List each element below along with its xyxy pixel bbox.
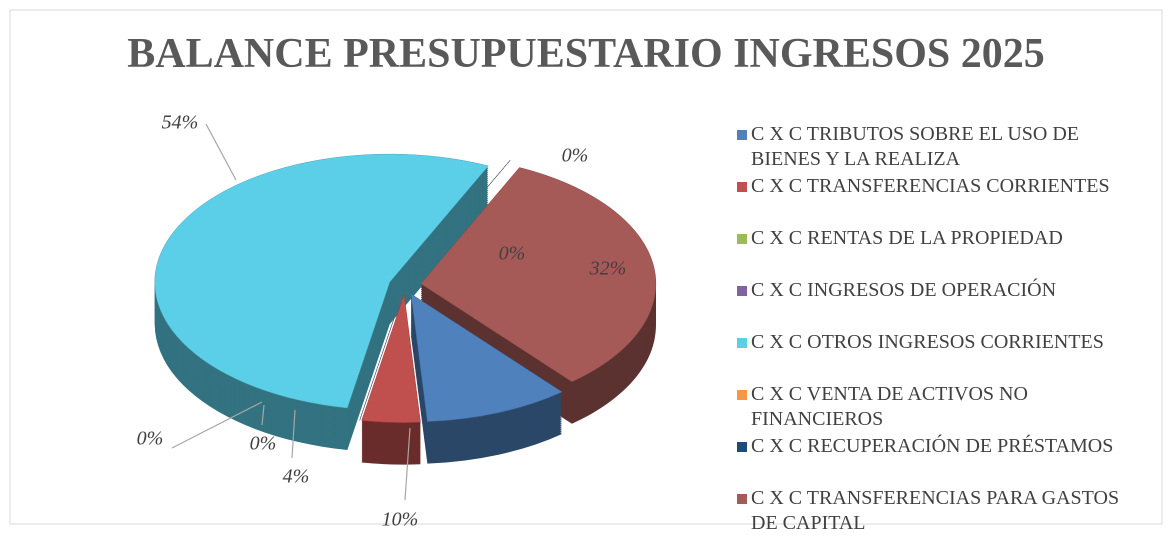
- legend: C X C TRIBUTOS SOBRE EL USO DE BIENES Y …: [737, 122, 1147, 538]
- legend-swatch: [737, 390, 747, 400]
- legend-item: C X C INGRESOS DE OPERACIÓN: [737, 278, 1147, 330]
- legend-item: C X C VENTA DE ACTIVOS NO FINANCIEROS: [737, 382, 1147, 434]
- legend-label: C X C TRIBUTOS SOBRE EL USO DE BIENES Y …: [751, 123, 1080, 170]
- legend-swatch: [737, 234, 747, 244]
- leader-line: [261, 404, 265, 426]
- legend-item: C X C RECUPERACIÓN DE PRÉSTAMOS: [737, 434, 1147, 486]
- leader-line: [404, 427, 411, 501]
- leader-line: [291, 409, 296, 459]
- chart-title: BALANCE PRESUPUESTARIO INGRESOS 2025: [127, 31, 1045, 77]
- slice: [154, 153, 489, 409]
- legend-label: C X C TRANSFERENCIAS CORRIENTES: [751, 175, 1110, 197]
- value-label: 54%: [162, 112, 199, 134]
- legend-swatch: [737, 182, 747, 192]
- legend-item: C X C TRIBUTOS SOBRE EL USO DE BIENES Y …: [737, 122, 1147, 174]
- value-label: 0%: [250, 433, 277, 455]
- legend-item: C X C TRANSFERENCIAS CORRIENTES: [737, 174, 1147, 226]
- legend-label: C X C RENTAS DE LA PROPIEDAD: [751, 227, 1063, 249]
- slice-side: [411, 170, 511, 287]
- legend-item: C X C RENTAS DE LA PROPIEDAD: [737, 226, 1147, 278]
- value-label: 0%: [499, 243, 526, 265]
- frame: [9, 9, 1163, 525]
- value-label: 0%: [137, 428, 164, 450]
- value-label: 0%: [562, 145, 589, 167]
- slice-side: [411, 172, 511, 289]
- legend-swatch: [737, 130, 747, 140]
- value-label: 10%: [382, 509, 419, 531]
- slice-side: [411, 162, 511, 279]
- legend-label: C X C VENTA DE ACTIVOS NO FINANCIEROS: [751, 383, 1028, 430]
- legend-item: C X C OTROS INGRESOS CORRIENTES: [737, 330, 1147, 382]
- legend-swatch: [737, 286, 747, 296]
- slice: [420, 167, 657, 383]
- legend-label: C X C OTROS INGRESOS CORRIENTES: [751, 331, 1104, 353]
- slice-side: [411, 176, 511, 293]
- slice-side: [411, 168, 511, 285]
- leader-line: [205, 123, 237, 181]
- legend-swatch: [737, 338, 747, 348]
- legend-swatch: [737, 442, 747, 452]
- legend-swatch: [737, 494, 747, 504]
- legend-label: C X C INGRESOS DE OPERACIÓN: [751, 279, 1057, 301]
- legend-item: C X C TRANSFERENCIAS PARA GASTOS DE CAPI…: [737, 486, 1147, 538]
- slice-side: [411, 166, 511, 283]
- slice-side: [411, 164, 511, 281]
- slice-side: [411, 174, 511, 291]
- pie: [154, 153, 657, 465]
- legend-label: C X C RECUPERACIÓN DE PRÉSTAMOS: [751, 435, 1114, 457]
- slice: [410, 293, 563, 422]
- legend-label: C X C TRANSFERENCIAS PARA GASTOS DE CAPI…: [751, 487, 1120, 534]
- slice: [361, 294, 421, 423]
- slice: [359, 294, 403, 421]
- leader-line: [171, 401, 263, 449]
- value-label: 4%: [283, 466, 310, 488]
- value-label: 32%: [589, 258, 627, 280]
